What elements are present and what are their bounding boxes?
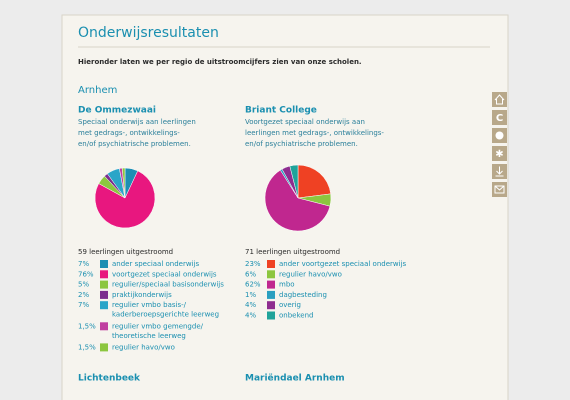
legend-percent: 62% [245,281,261,289]
pie-slice [297,164,332,199]
legend-percent: 7% [78,260,89,268]
legend-swatch [267,270,275,279]
school-name: Lichtenbeek [78,374,141,384]
legend-swatch [100,270,108,279]
legend-label: regulier/speciaal basisonderwijs [112,281,224,289]
legend-label: regulier vmbo gemengde/ [112,322,204,330]
legend-swatch [267,280,275,289]
summary: 59 leerlingen uitgestroomd [78,248,173,256]
legend-swatch [267,290,275,299]
description: Speciaal onderwijs aan leerlingen [78,118,196,126]
legend-percent: 1,5% [78,343,96,351]
icon: ✱ [495,149,503,160]
legend-label: mbo [279,281,295,289]
legend-label: voortgezet speciaal onderwijs [112,270,217,278]
legend-label: kaderberoepsgerichte leerweg [112,311,219,319]
legend-percent: 4% [245,312,256,320]
legend-label: overig [279,301,301,309]
region: Arnhem [78,85,117,96]
home-icon [494,94,505,105]
contrast-button[interactable] [492,110,507,125]
school-name: De Ommezwaai [78,106,156,116]
description: en/of psychiatrische problemen. [245,140,358,148]
legend-swatch [267,301,275,310]
pie-slice [121,167,126,199]
legend-swatch [100,322,108,331]
legend-swatch [100,301,108,310]
legend-percent: 7% [78,301,89,309]
legend-label: onbekend [279,312,313,320]
pie-slice [264,169,331,232]
legend-percent: 5% [78,281,89,289]
pie-slice [289,164,299,199]
legend-percent: 2% [78,291,89,299]
icon [495,131,504,140]
legend-swatch [100,343,108,352]
legend-swatch [267,260,275,268]
legend-label: regulier vmbo basis-/ [112,301,187,309]
pie-slice [94,170,156,229]
legend-swatch [100,260,108,268]
legend-swatch [100,280,108,289]
legend-label: regulier havo/vwo [112,343,175,351]
legend-percent: 76% [78,270,94,278]
legend-label: ander speciaal onderwijs [112,260,199,268]
legend-label: regulier havo/vwo [279,270,342,278]
description: leerlingen met gedrags-, ontwikkelings- [245,129,384,137]
toolbar: C ✱ [492,92,507,197]
legend-swatch [267,311,275,320]
legend-percent: 1,5% [78,322,96,330]
settings-button[interactable] [492,146,507,161]
description: met gedrags-, ontwikkelings- [78,129,180,137]
legend-label: ander voortgezet speciaal onderwijs [279,260,407,268]
school-name: Briant College [245,106,317,116]
legend-swatch [100,290,108,299]
intro: Hieronder laten we per regio de uitstroo… [78,58,362,66]
summary: 71 leerlingen uitgestroomd [245,248,340,256]
description: Voortgezet speciaal onderwijs aan [245,118,365,126]
home-button[interactable] [492,92,507,107]
page-title: Onderwijsresultaten [78,25,219,41]
icon [495,166,504,177]
legend-percent: 6% [245,270,256,278]
icon [494,185,505,194]
legend-percent: 23% [245,260,261,268]
legend-percent: 4% [245,301,256,309]
legend-label: dagbesteding [279,291,327,299]
school-name: Mariëndael Arnhem [245,374,345,384]
icon: C [496,113,503,124]
legend-percent: 1% [245,291,256,299]
legend-label: theoretische leerweg [112,332,186,340]
legend-label: praktijkonderwijs [112,291,172,299]
description: en/of psychiatrische problemen. [78,140,191,148]
